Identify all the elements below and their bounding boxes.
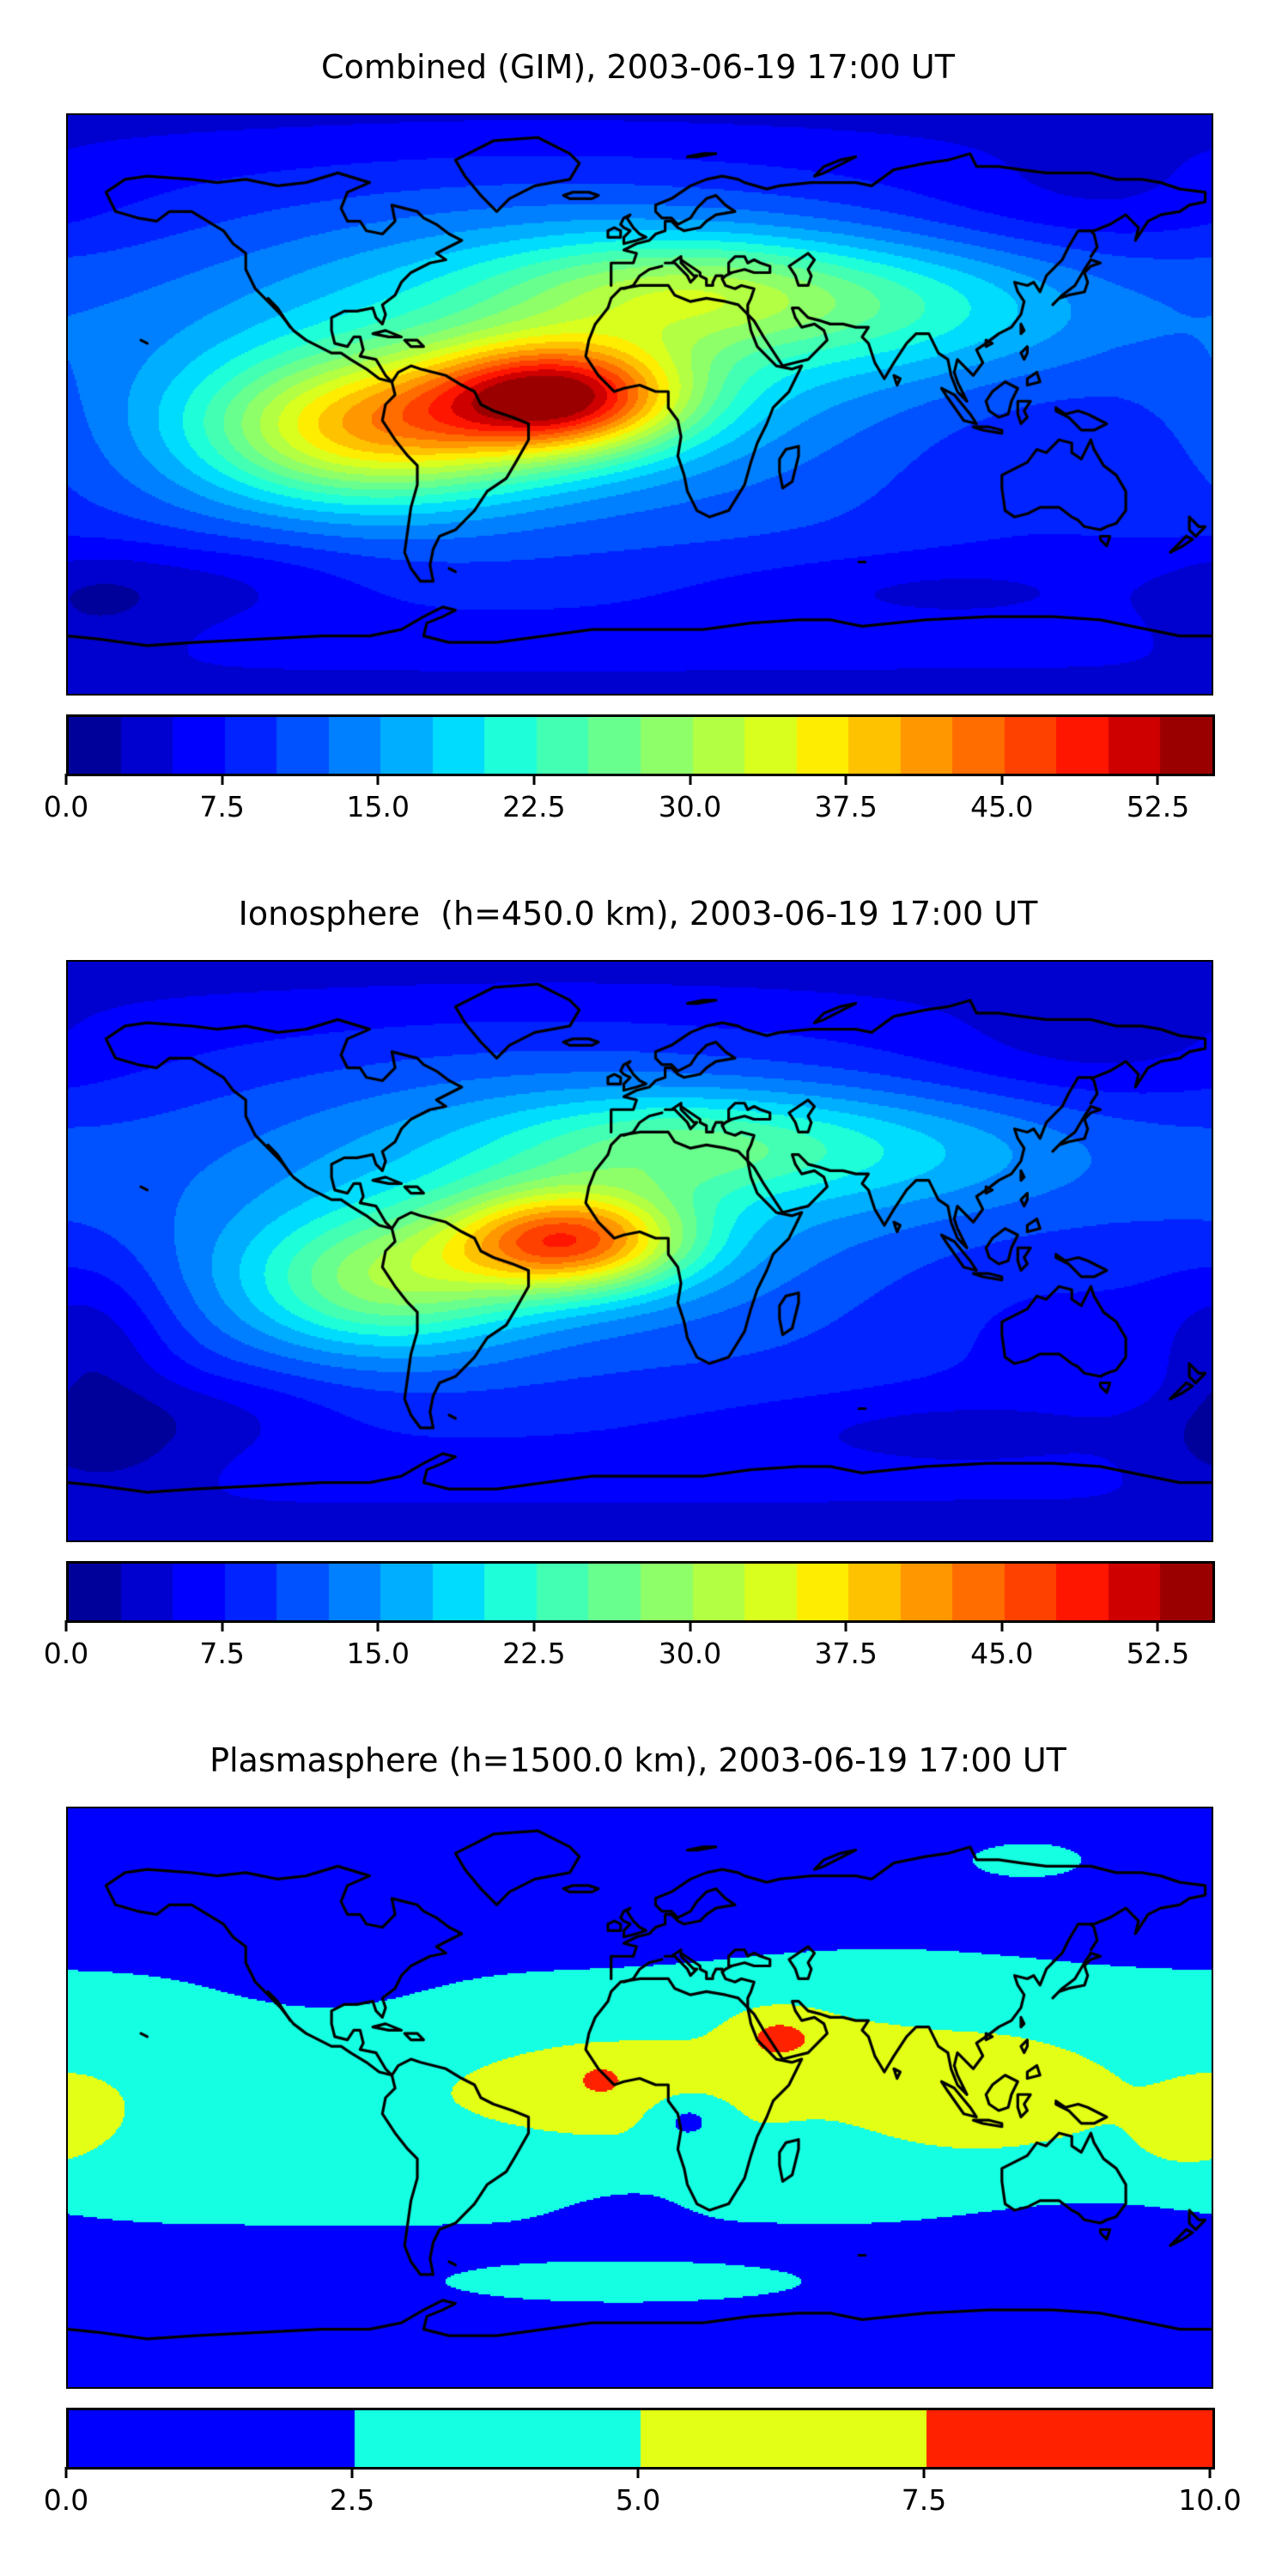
colorbar-tick-label: 7.5 xyxy=(199,790,245,823)
colorbar-tick-mark xyxy=(350,2467,354,2478)
panel-ionosphere-title: Ionosphere (h=450.0 km), 2003-06-19 17:0… xyxy=(238,895,1038,933)
colorbar-tick-mark xyxy=(636,2467,640,2478)
colorbar-tick-mark xyxy=(64,1620,68,1631)
map-canvas-combined xyxy=(66,113,1213,696)
colorbar-tick-label: 0.0 xyxy=(43,790,89,823)
colorbar-tick-label: 52.5 xyxy=(1126,790,1190,823)
colorbar-combined xyxy=(66,714,1215,776)
colorbar-tick-label: 52.5 xyxy=(1126,1637,1190,1670)
map-canvas-plasmasphere xyxy=(66,1807,1213,2389)
colorbar-tick-mark xyxy=(844,1620,848,1631)
panel-ionosphere: Ionosphere (h=450.0 km), 2003-06-19 17:0… xyxy=(0,847,1288,1693)
colorbar-plasmasphere xyxy=(66,2408,1215,2470)
colorbar-tick-label: 0.0 xyxy=(43,1637,89,1670)
panel-combined-title: Combined (GIM), 2003-06-19 17:00 UT xyxy=(321,48,955,86)
map-canvas-ionosphere xyxy=(66,960,1213,1542)
colorbar-tick-mark xyxy=(1000,1620,1004,1631)
colorbar-tick-mark xyxy=(532,774,536,785)
colorbar-tick-mark xyxy=(689,1620,692,1631)
colorbar-tick-mark xyxy=(1156,1620,1159,1631)
colorbar-tick-mark xyxy=(1156,774,1159,785)
colorbar-tick-label: 2.5 xyxy=(329,2483,375,2517)
colorbar-tick-mark xyxy=(64,774,68,785)
colorbar-tick-mark xyxy=(689,774,692,785)
colorbar-tick-label: 30.0 xyxy=(658,790,722,823)
colorbar-tick-mark xyxy=(532,1620,536,1631)
colorbar-tick-mark xyxy=(221,774,224,785)
colorbar-tick-label: 45.0 xyxy=(970,790,1034,823)
colorbar-tick-mark xyxy=(922,2467,926,2478)
colorbar-tick-mark xyxy=(376,774,380,785)
panel-plasmasphere-title: Plasmasphere (h=1500.0 km), 2003-06-19 1… xyxy=(210,1741,1066,1779)
panel-plasmasphere: Plasmasphere (h=1500.0 km), 2003-06-19 1… xyxy=(0,1693,1288,2540)
colorbar-tick-label: 45.0 xyxy=(970,1637,1034,1670)
colorbar-tick-mark xyxy=(64,2467,68,2478)
colorbar-tick-label: 37.5 xyxy=(814,790,878,823)
colorbar-tick-label: 15.0 xyxy=(346,790,410,823)
colorbar-tick-label: 30.0 xyxy=(658,1637,722,1670)
colorbar-tick-label: 7.5 xyxy=(901,2483,947,2517)
colorbar-tick-label: 22.5 xyxy=(502,790,566,823)
colorbar-tick-label: 0.0 xyxy=(43,2483,89,2517)
colorbar-tick-label: 22.5 xyxy=(502,1637,566,1670)
colorbar-tick-mark xyxy=(1000,774,1004,785)
colorbar-tick-label: 15.0 xyxy=(346,1637,410,1670)
colorbar-tick-label: 7.5 xyxy=(199,1637,245,1670)
colorbar-tick-mark xyxy=(1208,2467,1212,2478)
colorbar-tick-mark xyxy=(221,1620,224,1631)
colorbar-tick-label: 37.5 xyxy=(814,1637,878,1670)
colorbar-ionosphere xyxy=(66,1561,1215,1623)
colorbar-tick-mark xyxy=(844,774,848,785)
colorbar-tick-label: 10.0 xyxy=(1178,2483,1242,2517)
panel-combined: Combined (GIM), 2003-06-19 17:00 UT 0.0 7… xyxy=(0,0,1288,847)
colorbar-tick-mark xyxy=(376,1620,380,1631)
colorbar-tick-label: 5.0 xyxy=(615,2483,661,2517)
